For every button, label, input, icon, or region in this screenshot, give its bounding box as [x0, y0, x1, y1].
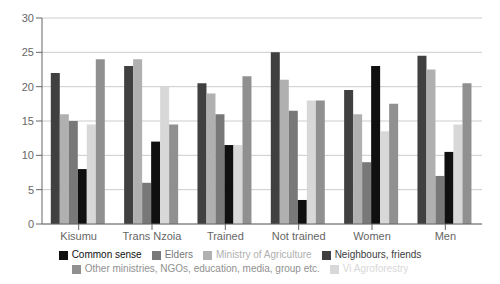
svg-text:Women: Women [353, 230, 391, 242]
html-text:Vi Agroforestry: Vi Agroforestry [342, 263, 409, 274]
svg-text:Men: Men [435, 230, 456, 242]
html-text:Elders: Elders [164, 249, 193, 260]
svg-text:Not trained: Not trained [272, 230, 326, 242]
html-text:Neighbours, friends: Neighbours, friends [334, 249, 422, 260]
svg-text:20: 20 [22, 81, 34, 93]
html-text:Ministry of Agriculture: Ministry of Agriculture [216, 249, 312, 260]
svg-text:25: 25 [22, 46, 34, 58]
svg-text:15: 15 [22, 115, 34, 127]
svg-text:30: 30 [22, 12, 34, 24]
html-text:Other ministries, NGOs, educat: Other ministries, NGOs, education, media… [84, 263, 320, 274]
svg-text:0: 0 [28, 218, 34, 230]
svg-text:10: 10 [22, 149, 34, 161]
svg-text:Kisumu: Kisumu [60, 230, 97, 242]
html-text:Common sense: Common sense [71, 249, 142, 260]
svg-text:Trans Nzoia: Trans Nzoia [123, 230, 183, 242]
svg-text:5: 5 [28, 184, 34, 196]
svg-text:Trained: Trained [207, 230, 244, 242]
